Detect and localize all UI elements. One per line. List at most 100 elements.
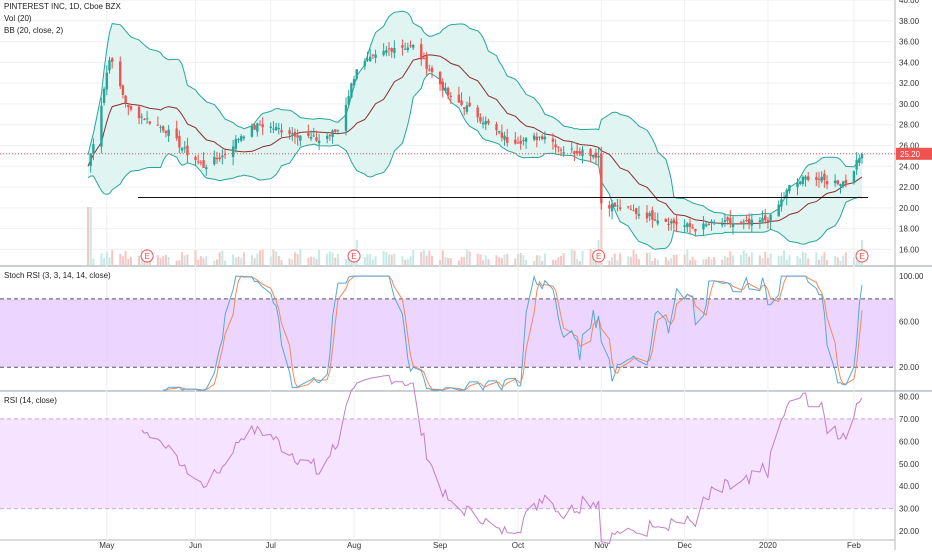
- volume-bar: [637, 259, 640, 265]
- volume-bar: [422, 249, 425, 265]
- volume-bar: [393, 253, 396, 265]
- candle-body: [804, 176, 807, 180]
- candle-body: [653, 219, 657, 221]
- volume-bar: [801, 251, 804, 265]
- price-tick-label: 28.00: [899, 121, 920, 130]
- candle-body: [411, 45, 415, 48]
- volume-bar: [334, 257, 337, 265]
- candle-body: [691, 227, 694, 229]
- candle-body: [137, 106, 141, 119]
- candle-body: [554, 144, 557, 148]
- volume-bar: [127, 258, 130, 265]
- candle-body: [858, 158, 861, 163]
- volume-bar: [506, 254, 509, 265]
- bollinger-upper-line: [87, 10, 863, 217]
- candle-body: [613, 202, 616, 207]
- volume-bar: [482, 260, 485, 265]
- volume-bar: [178, 260, 181, 265]
- volume-bar: [100, 253, 103, 265]
- candle-body: [820, 176, 823, 182]
- volume-bar: [87, 207, 89, 265]
- candle-body: [629, 209, 633, 211]
- candle-body: [648, 213, 651, 217]
- volume-bar: [307, 257, 310, 265]
- volume-bar: [277, 256, 280, 265]
- candle-body: [785, 189, 788, 199]
- volume-bar: [656, 259, 659, 265]
- candle-body: [836, 180, 840, 185]
- candle-body: [352, 79, 356, 86]
- volume-bar: [205, 256, 208, 265]
- volume-bar: [522, 255, 525, 265]
- candle-body: [742, 221, 745, 223]
- candle-body: [121, 85, 125, 95]
- volume-bar: [484, 255, 487, 265]
- candle-body: [608, 204, 611, 209]
- candle-body: [635, 208, 638, 214]
- volume-bar: [291, 259, 294, 265]
- volume-bar: [713, 257, 716, 265]
- candle-body: [860, 153, 864, 158]
- volume-bar: [611, 257, 614, 265]
- candle-body: [127, 104, 130, 108]
- candle-body: [557, 146, 560, 148]
- volume-bar: [648, 252, 651, 265]
- volume-bar: [388, 254, 390, 265]
- volume-bar: [449, 258, 452, 265]
- candle-body: [231, 146, 235, 157]
- volume-bar: [315, 259, 318, 265]
- volume-bar: [199, 256, 202, 265]
- candle-body: [256, 123, 259, 132]
- candle-body: [833, 180, 837, 184]
- candle-body: [710, 221, 713, 223]
- volume-bar: [259, 250, 261, 265]
- volume-bar: [818, 259, 820, 265]
- candle-body: [293, 131, 297, 137]
- volume-bar: [465, 249, 468, 265]
- candle-body: [739, 221, 743, 223]
- candle-body: [215, 157, 219, 160]
- candle-body: [729, 218, 732, 225]
- candle-body: [269, 126, 272, 128]
- candle-body: [524, 137, 528, 142]
- candle-body: [573, 151, 576, 154]
- volume-bar: [111, 250, 114, 265]
- rsi-tick-label: 40.00: [899, 482, 920, 491]
- volume-bar: [296, 253, 299, 265]
- time-tick-label: Jun: [189, 541, 202, 550]
- volume-bar: [240, 258, 243, 265]
- volume-bar: [328, 251, 331, 265]
- volume-bar: [242, 252, 245, 265]
- candle-body: [651, 210, 654, 220]
- volume-bar: [331, 252, 334, 265]
- candle-body: [468, 102, 471, 107]
- earnings-marker: [140, 249, 154, 263]
- rsi-tick-label: 30.00: [899, 505, 920, 514]
- candle-body: [371, 54, 375, 56]
- volume-bar: [613, 253, 616, 265]
- stoch-k-line: [163, 274, 863, 392]
- volume-bar: [148, 259, 151, 265]
- candle-body: [145, 118, 149, 120]
- volume-bar: [447, 258, 450, 265]
- volume-bar: [748, 256, 751, 265]
- candle-body: [331, 130, 334, 137]
- volume-bar: [672, 255, 675, 265]
- candle-body: [815, 177, 818, 180]
- volume-bar: [702, 259, 705, 265]
- volume-bar: [573, 250, 576, 265]
- volume-bar: [707, 257, 710, 265]
- candle-body: [626, 206, 630, 208]
- volume-bar: [463, 256, 466, 265]
- volume-bar: [783, 250, 786, 265]
- volume-bar: [234, 257, 237, 265]
- volume-bar: [651, 260, 654, 265]
- candle-body: [538, 136, 541, 138]
- candle-body: [350, 83, 353, 98]
- candle-body: [592, 154, 595, 158]
- volume-bar: [409, 256, 412, 265]
- candle-body: [457, 94, 461, 103]
- candle-body: [178, 135, 181, 148]
- price-tick-label: 38.00: [899, 17, 920, 26]
